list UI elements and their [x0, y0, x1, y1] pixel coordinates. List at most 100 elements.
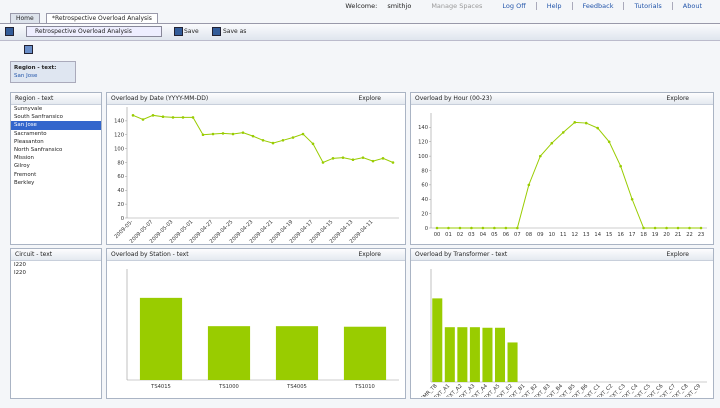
line [437, 121, 701, 229]
x-tick-label: 03 [468, 232, 475, 238]
point [341, 156, 345, 159]
list-item[interactable]: Sacramento [14, 130, 47, 137]
point [688, 226, 691, 230]
save-as-icon[interactable] [212, 27, 221, 36]
line [132, 114, 394, 164]
panel-header: Overload by Date (YYYY-MM-DD) [107, 93, 405, 105]
point [435, 226, 439, 230]
chart-panel: Overload by Hour (00-23) Explore 0 20 40 60 80… [410, 92, 714, 245]
point [665, 226, 668, 230]
list-item[interactable]: Gilroy [14, 163, 30, 170]
list-item[interactable]: I220 [14, 270, 26, 277]
x-tick-label: 12 [571, 232, 578, 238]
bar [207, 326, 251, 380]
point [527, 183, 531, 187]
explore[interactable]: Explore [358, 95, 381, 102]
filter[interactable]: Region - text: San Jose [10, 61, 76, 83]
point [171, 116, 175, 119]
point [619, 164, 622, 168]
header: Welcome: smithjo Manage Spaces Log Off H… [335, 2, 712, 10]
user: smithjo [387, 2, 412, 10]
link[interactable]: Log Off [502, 2, 526, 10]
x-tick-label: 07 [514, 232, 521, 238]
tab[interactable]: Home [10, 13, 40, 24]
icon[interactable] [24, 45, 33, 54]
y-tick-label: 0 [425, 226, 428, 232]
list-item[interactable]: San Jose [11, 121, 101, 130]
point [642, 226, 645, 230]
x-tick-label: 13 [583, 232, 590, 238]
point [331, 157, 335, 160]
y-tick-label: 140 [418, 125, 428, 131]
point [361, 156, 365, 159]
y-tick-label: 60 [117, 174, 124, 180]
save-as[interactable]: Save as [223, 28, 247, 35]
chart-panel: Overload by Date (YYYY-MM-DD) Explore 0 20 4… [106, 92, 406, 245]
panel-header: Overload by Transformer - text [411, 249, 713, 261]
y-tick-label: 100 [418, 154, 428, 160]
list-item[interactable]: Pleasanton [14, 138, 44, 145]
list-item[interactable]: South Sanfransico [14, 114, 63, 121]
link[interactable]: Manage Spaces [431, 2, 483, 10]
point [458, 226, 462, 230]
x-tick-label: TS1000 [218, 384, 239, 390]
bar [432, 298, 443, 382]
x-tick-label: 00 [434, 232, 441, 238]
explore[interactable]: Explore [666, 251, 689, 258]
x-tick-label: 19 [652, 232, 659, 238]
point [573, 121, 577, 124]
y-tick-label: 40 [421, 197, 428, 203]
point [550, 141, 554, 145]
explore[interactable]: Explore [358, 251, 381, 258]
link[interactable]: Help [535, 2, 572, 10]
list-item[interactable]: North Sanfransico [14, 146, 63, 153]
point [596, 126, 599, 130]
point [561, 131, 565, 134]
point [516, 226, 519, 230]
point [261, 139, 265, 142]
x-tick-label: 23 [698, 232, 705, 238]
point [607, 140, 611, 144]
x-tick-label: 04 [480, 232, 487, 238]
x-tick-label: TS4005 [286, 384, 307, 390]
list-item[interactable]: Berkley [14, 179, 35, 186]
tab[interactable]: *Retrospective Overload Analysis [46, 13, 158, 24]
list-item[interactable]: Mission [14, 155, 34, 162]
y-tick-label: 20 [117, 202, 124, 208]
list-item[interactable]: I220 [14, 262, 26, 268]
bar [469, 327, 480, 382]
chart-panel: Overload by Transformer - text Explore XFM… [410, 248, 714, 399]
x-tick-label: 16 [617, 232, 624, 238]
list-title: Region - text [11, 93, 101, 105]
icon[interactable] [5, 27, 14, 36]
bar [507, 342, 518, 382]
x-tick-label: TS1010 [354, 384, 375, 390]
list-item[interactable]: Fremont [14, 171, 37, 178]
point [371, 159, 375, 163]
y-tick-label: 120 [418, 140, 428, 146]
list-panel: Circuit - text I220 I220 [10, 248, 102, 399]
link[interactable]: About [671, 2, 712, 10]
save[interactable]: Save [184, 28, 199, 35]
point [676, 226, 680, 230]
x-tick-label: 14 [594, 232, 601, 238]
save-icon[interactable] [174, 27, 183, 36]
chart: TS4015 TS1000 TS4005 TS1010 [126, 269, 399, 390]
bar [482, 327, 493, 382]
y-tick-label: 100 [114, 146, 124, 152]
y-tick-label: 120 [114, 133, 124, 139]
list-panel: Region - text Sunnyvale South Sanfransico… [10, 92, 102, 245]
x-tick-label: 17 [629, 232, 636, 238]
list-item[interactable]: Sunnyvale [14, 106, 43, 112]
point [493, 226, 496, 230]
link[interactable]: Feedback [571, 2, 624, 10]
chart: 0 20 40 60 80 100 120 140 00 01 02 03 04 05 06 07 08 09 10… [418, 113, 707, 238]
point [231, 132, 235, 136]
view-selector[interactable]: Retrospective Overload Analysis [26, 26, 162, 37]
link[interactable]: Tutorials [623, 2, 671, 10]
explore[interactable]: Explore [666, 95, 689, 102]
x-tick-label: 22 [686, 232, 693, 238]
y-tick-label: 0 [121, 216, 124, 222]
point [321, 161, 325, 164]
point [241, 131, 245, 134]
